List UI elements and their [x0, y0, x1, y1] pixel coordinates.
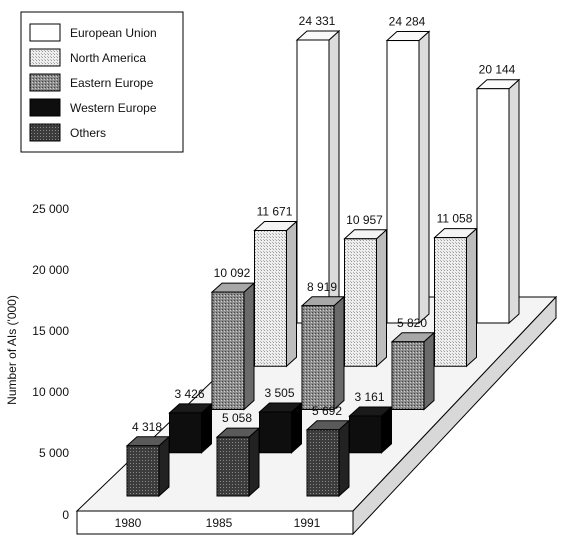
x-tick-label: 1985 — [206, 516, 233, 530]
legend-label: Western Europe — [70, 101, 157, 115]
bar-western-europe-1985: 3 505 — [258, 386, 303, 454]
bar-side — [508, 78, 520, 325]
bar-value-label: 4 318 — [132, 420, 162, 434]
bar-eastern-europe-1980: 10 092 — [210, 266, 256, 411]
bar-north-america-1980: 11 671 — [253, 205, 298, 368]
bar-european-union-1980: 24 331 — [295, 14, 341, 325]
floor-side — [352, 295, 557, 536]
legend-label: European Union — [70, 26, 157, 40]
bar-side — [158, 435, 170, 498]
bar-front — [259, 411, 292, 454]
bar-front — [344, 238, 377, 367]
bar-western-europe-1980: 3 426 — [168, 387, 213, 454]
bar-value-label: 3 505 — [264, 386, 294, 400]
bar-side — [423, 331, 435, 411]
bar-value-label: 8 919 — [307, 280, 337, 294]
bar-front — [476, 88, 510, 324]
legend-swatch-european-union — [29, 23, 61, 42]
bar-others-1991: 5 692 — [305, 404, 351, 498]
bar-value-label: 11 058 — [437, 212, 473, 226]
y-tick-label: 25 000 — [32, 202, 69, 216]
bar-side — [418, 30, 430, 325]
bar-value-label: 3 426 — [174, 387, 204, 401]
bar-value-label: 5 692 — [312, 404, 342, 418]
legend-swatch-others — [29, 123, 61, 142]
legend-label: Others — [70, 126, 106, 140]
bar-value-label: 24 284 — [389, 15, 426, 29]
bar-side — [248, 427, 260, 498]
bar-value-label: 11 671 — [257, 205, 293, 219]
y-tick-label: 15 000 — [32, 324, 69, 338]
bar-front — [391, 341, 425, 411]
legend-label: North America — [70, 51, 146, 65]
bar-front — [211, 291, 245, 410]
bar-value-label: 10 092 — [214, 266, 251, 280]
bar-others-1985: 5 058 — [215, 411, 261, 498]
x-axis: 1980 1985 1991 — [115, 516, 321, 530]
bar-side — [333, 295, 345, 411]
bar-eastern-europe-1985: 8 919 — [300, 280, 346, 411]
bar-side — [376, 228, 387, 368]
x-tick-label: 1991 — [294, 516, 321, 530]
bar-value-label: 24 331 — [299, 14, 336, 28]
legend-swatch-western-europe — [29, 98, 61, 117]
bar-front — [434, 237, 467, 367]
bar-front — [216, 436, 250, 497]
bar-side — [338, 419, 350, 498]
bar-side — [243, 281, 255, 411]
bar-front — [301, 305, 335, 410]
bars-layer: 24 331 24 284 20 144 11 671 10 957 11 058 10 0… — [125, 14, 521, 498]
bar-western-europe-1991: 3 161 — [348, 390, 393, 454]
bar-others-1980: 4 318 — [125, 420, 171, 498]
bar-side — [466, 227, 477, 368]
bar-front — [349, 415, 382, 454]
bar-north-america-1985: 10 957 — [343, 213, 388, 368]
bar-front — [254, 230, 287, 367]
legend: European Union North America Eastern Eur… — [20, 11, 184, 153]
bar-eastern-europe-1991: 5 820 — [390, 316, 436, 411]
y-tick-label: 10 000 — [32, 385, 69, 399]
bar-side — [286, 220, 297, 368]
bar-value-label: 20 144 — [479, 63, 516, 77]
bar-front — [296, 39, 330, 324]
y-tick-label: 5 000 — [39, 446, 69, 460]
bar-value-label: 10 957 — [346, 213, 383, 227]
bar-european-union-1991: 20 144 — [475, 63, 521, 325]
x-tick-label: 1980 — [115, 516, 142, 530]
bar-front — [386, 40, 420, 324]
legend-swatch-eastern-europe — [29, 73, 61, 92]
y-axis: 0 5 000 10 000 15 000 20 000 25 000 Numb… — [5, 202, 69, 522]
bar-front — [126, 445, 160, 497]
bar-value-label: 3 161 — [354, 390, 384, 404]
legend-label: Eastern Europe — [70, 76, 154, 90]
bar-value-label: 5 820 — [397, 316, 427, 330]
legend-swatch-north-america — [29, 48, 61, 67]
bar-value-label: 5 058 — [222, 411, 252, 425]
bar-front — [306, 429, 340, 497]
bar-front — [169, 412, 202, 454]
bar-north-america-1991: 11 058 — [433, 212, 478, 368]
bar-european-union-1985: 24 284 — [385, 15, 431, 325]
y-tick-label: 0 — [62, 508, 69, 522]
y-axis-title: Number of AIs ('000) — [5, 295, 19, 405]
y-tick-label: 20 000 — [32, 263, 69, 277]
